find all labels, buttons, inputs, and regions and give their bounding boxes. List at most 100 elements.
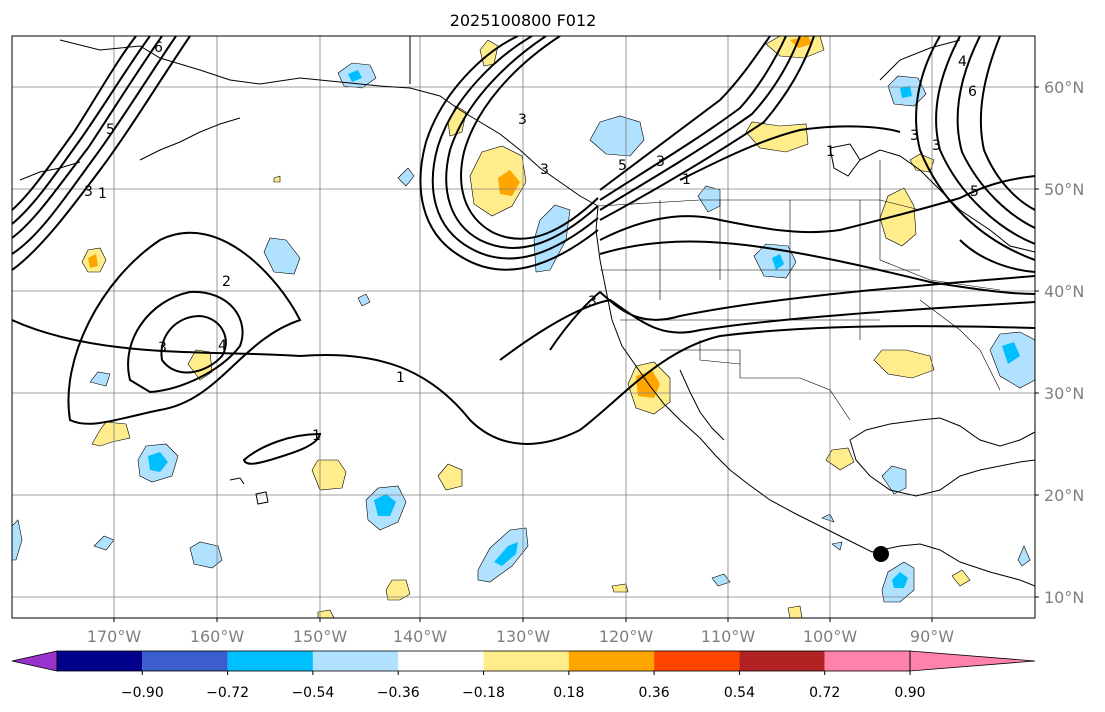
pos-anomaly-area [611, 583, 629, 593]
figure-title: 2025100800 F012 [450, 11, 597, 30]
contour-label: 1 [98, 186, 107, 202]
neg-anomaly-area [697, 185, 721, 213]
lon-label: 90°W [910, 627, 954, 646]
political-borders [597, 160, 1001, 421]
neg-anomaly-area [892, 572, 908, 588]
neg-anomaly-area [374, 494, 396, 516]
neg-anomaly-area [263, 237, 301, 275]
colorbar: −0.90 −0.72 −0.54 −0.36 −0.18 0.18 0.36 … [11, 650, 1036, 701]
neg-anomaly-area [1002, 342, 1020, 364]
longitude-labels: 170°W 160°W 150°W 140°W 130°W 120°W 110°… [87, 627, 954, 646]
neg-anomaly-area [589, 115, 645, 157]
colorbar-extend-right [909, 650, 1036, 672]
colorbar-tick-label: −0.54 [291, 685, 334, 701]
lon-label: 150°W [293, 627, 348, 646]
colorbar-tick-label: −0.36 [377, 685, 420, 701]
pos-anomaly-area [385, 579, 411, 601]
contour-label-layer: 6 5 3 1 2 3 4 1 1 3 3 3 5 3 1 1 4 6 3 5 … [84, 40, 979, 444]
colorbar-segment [398, 651, 484, 671]
neg-anomaly-area [348, 70, 362, 82]
colorbar-segment [312, 651, 399, 671]
contour-label: 4 [958, 54, 967, 70]
lon-label: 110°W [701, 627, 756, 646]
lat-label: 50°N [1044, 180, 1084, 199]
contour-label: 5 [106, 122, 115, 138]
colorbar-tick-label: −0.72 [206, 685, 249, 701]
neg-anomaly-area [900, 86, 912, 98]
colorbar-segment [483, 651, 569, 671]
location-marker-icon [873, 546, 889, 562]
pos-anomaly-area [317, 609, 335, 618]
contour-label: 6 [968, 84, 977, 100]
lon-label: 100°W [803, 627, 858, 646]
neg-anomaly-area [189, 541, 223, 569]
contour-label: 1 [682, 172, 691, 188]
contour-label: 3 [518, 112, 527, 128]
lon-label: 130°W [496, 627, 551, 646]
lat-label: 40°N [1044, 282, 1084, 301]
lon-label: 140°W [393, 627, 448, 646]
contour-label: 3 [932, 138, 941, 154]
lat-label: 60°N [1044, 78, 1084, 97]
colorbar-segment [739, 651, 825, 671]
colorbar-segment [568, 651, 655, 671]
lon-label: 170°W [87, 627, 142, 646]
pos-anomaly-area [469, 145, 527, 217]
axis-ticks [113, 86, 1039, 622]
pos-anomaly-area [498, 170, 520, 196]
contour-lines [12, 36, 1035, 465]
contour-label: 1 [826, 144, 835, 160]
contour-label: 2 [222, 274, 231, 290]
latitude-labels: 60°N 50°N 40°N 30°N 20°N 10°N [1044, 78, 1084, 607]
colorbar-segment [142, 651, 228, 671]
colorbar-tick-label: 0.18 [553, 685, 584, 701]
pos-anomaly-area [88, 254, 98, 268]
colorbar-segment [57, 651, 143, 671]
pos-anomaly-area [787, 605, 803, 618]
lon-label: 120°W [599, 627, 654, 646]
contour-label: 5 [970, 184, 979, 200]
colorbar-tick-label: 0.72 [809, 685, 840, 701]
contour-label: 3 [158, 340, 167, 356]
neg-anomaly-area [494, 542, 518, 566]
neg-anomaly-area [831, 541, 843, 551]
lat-label: 30°N [1044, 384, 1084, 403]
neg-anomaly-area [12, 519, 23, 561]
contour-label: 3 [84, 184, 93, 200]
colorbar-tick-label: 0.54 [724, 685, 755, 701]
lon-label: 160°W [190, 627, 245, 646]
colorbar-segment [654, 651, 740, 671]
neg-anomaly-area [1017, 545, 1031, 567]
pos-anomaly-area [951, 569, 971, 587]
neg-anomaly-area [357, 293, 371, 307]
contour-label: 5 [618, 158, 627, 174]
colorbar-tick-label: −0.90 [121, 685, 164, 701]
neg-anomaly-area [821, 513, 835, 523]
neg-anomaly-area [711, 573, 731, 587]
neg-anomaly-area [881, 465, 907, 495]
contour-label: 3 [656, 154, 665, 170]
lat-label: 20°N [1044, 486, 1084, 505]
lat-label: 10°N [1044, 588, 1084, 607]
colorbar-segment [227, 651, 313, 671]
contour-label: 3 [588, 294, 597, 310]
neg-anomaly-area [772, 254, 784, 270]
contour-label: 3 [910, 128, 919, 144]
map-panel: 6 5 3 1 2 3 4 1 1 3 3 3 5 3 1 1 4 6 3 5 … [12, 36, 1035, 618]
contour-label: 6 [154, 40, 163, 56]
pos-anomaly-area [437, 463, 463, 491]
colorbar-tick-label: 0.90 [894, 685, 925, 701]
pos-anomaly-area [825, 447, 855, 471]
contour-label: 1 [396, 370, 405, 386]
colorbar-tick-label: 0.36 [639, 685, 670, 701]
contour-label: 3 [540, 162, 549, 178]
contour-label: 1 [312, 428, 321, 444]
pos-anomaly-area [273, 175, 281, 183]
shading-layer [12, 36, 1035, 618]
coastlines [19, 36, 1035, 587]
neg-anomaly-area [397, 167, 415, 187]
contour-label: 4 [218, 338, 227, 354]
colorbar-segment [824, 651, 910, 671]
neg-anomaly-area [148, 452, 168, 472]
